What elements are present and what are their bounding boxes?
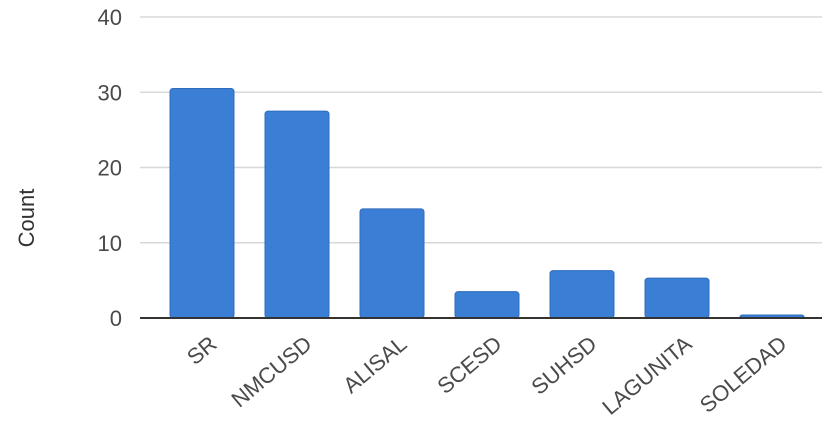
x-tick-label-soledad: SOLEDAD — [695, 331, 792, 418]
x-tick-label-scesd: SCESD — [432, 331, 506, 399]
bar-suhsd — [549, 270, 615, 319]
y-tick-label: 40 — [98, 5, 122, 30]
y-tick-label: 20 — [98, 156, 122, 181]
y-tick-label: 10 — [98, 231, 122, 256]
bar-scesd — [454, 291, 520, 319]
x-tick-label-sr: SR — [182, 331, 221, 370]
x-tick-label-nmcusd: NMCUSD — [226, 331, 316, 412]
bar-nmcusd — [264, 110, 330, 319]
bar-lagunita — [644, 277, 710, 319]
gridlines — [140, 16, 822, 244]
bars — [169, 87, 805, 319]
bar-alisal — [359, 208, 425, 319]
y-tick-label: 0 — [110, 306, 122, 331]
y-tick-label: 30 — [98, 80, 122, 105]
y-axis-title: Count — [14, 189, 39, 248]
bar-sr — [169, 87, 235, 319]
x-tick-label-alisal: ALISAL — [338, 331, 411, 398]
x-tick-label-lagunita: LAGUNITA — [597, 331, 696, 420]
x-tick-label-suhsd: SUHSD — [526, 331, 601, 400]
